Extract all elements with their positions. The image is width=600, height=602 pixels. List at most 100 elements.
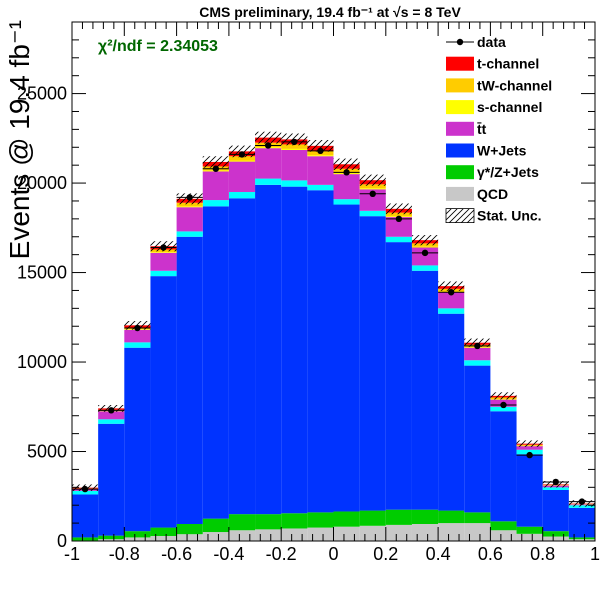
stat-unc-bin-14 xyxy=(438,281,465,291)
bar-twchannel-6 xyxy=(228,156,256,161)
data-point-14 xyxy=(447,289,455,296)
bar-tt-7 xyxy=(255,148,282,179)
bar-tt-5 xyxy=(202,171,229,201)
bar-cyan-2 xyxy=(124,342,151,348)
bar-cyan-5 xyxy=(202,200,229,207)
bar-tt-4 xyxy=(176,207,203,232)
legend-label-1: t-channel xyxy=(477,56,539,72)
bar-tt-10 xyxy=(333,174,360,200)
stacked-bars xyxy=(72,137,595,541)
legend-swatch-3 xyxy=(446,100,474,115)
bar-cyan-4 xyxy=(176,231,203,237)
bar-qcd-12 xyxy=(385,524,412,541)
bar-qcd-18 xyxy=(542,536,569,541)
bar-wjets-1 xyxy=(98,423,125,536)
bar-wjets-12 xyxy=(385,242,412,510)
bar-qcd-2 xyxy=(124,537,151,541)
bar-qcd-16 xyxy=(490,530,517,541)
bar-zjets-14 xyxy=(438,510,465,524)
chi2-annotation: χ²/ndf = 2.34053 xyxy=(98,38,218,55)
bar-zjets-5 xyxy=(202,518,229,533)
data-point-18 xyxy=(552,478,559,486)
bar-wjets-16 xyxy=(490,411,517,522)
bar-qcd-13 xyxy=(411,523,439,541)
legend-swatch-5 xyxy=(446,143,474,158)
bar-wjets-4 xyxy=(176,236,203,524)
y-tick-label-5: 25000 xyxy=(17,84,67,104)
bar-schannel-11 xyxy=(359,188,386,190)
bar-qcd-11 xyxy=(359,525,386,541)
data-point-7 xyxy=(264,142,272,149)
bar-cyan-9 xyxy=(307,184,334,191)
bar-wjets-15 xyxy=(464,365,491,513)
x-tick-label-9: 0.8 xyxy=(530,544,555,564)
stat-unc-bin-12 xyxy=(385,203,412,215)
legend-label-3: s-channel xyxy=(477,99,542,115)
stat-unc-bin-16 xyxy=(490,392,517,400)
bar-tt-6 xyxy=(228,161,256,193)
bar-qcd-10 xyxy=(333,526,360,541)
legend-swatch-8 xyxy=(445,208,475,224)
data-point-0 xyxy=(81,485,89,493)
x-tick-label-3: -0.4 xyxy=(213,544,244,564)
bar-zjets-2 xyxy=(124,531,151,538)
data-point-13 xyxy=(421,249,429,257)
y-tick-labels: 0 5000 10000 15000 20000 25000 xyxy=(17,84,67,551)
bar-zjets-4 xyxy=(176,523,203,535)
y-tick-label-0: 0 xyxy=(57,531,67,551)
bar-tt-15 xyxy=(464,347,491,361)
legend-marker-0 xyxy=(456,38,464,46)
bar-cyan-10 xyxy=(333,199,360,205)
bar-wjets-3 xyxy=(150,276,177,528)
stat-unc-bin-15 xyxy=(464,338,491,347)
bar-schannel-13 xyxy=(411,246,439,248)
bar-qcd-15 xyxy=(464,523,491,541)
bar-zjets-15 xyxy=(464,512,491,524)
bar-zjets-19 xyxy=(568,537,595,540)
bar-zjets-13 xyxy=(411,509,439,524)
bar-cyan-11 xyxy=(359,210,386,217)
bar-qcd-1 xyxy=(98,539,125,541)
y-tick-label-2: 10000 xyxy=(17,352,67,372)
bar-qcd-17 xyxy=(516,533,543,541)
stat-unc-bin-9 xyxy=(307,139,334,152)
bar-cyan-8 xyxy=(281,180,308,187)
bar-tt-13 xyxy=(411,247,439,266)
data-point-8 xyxy=(291,138,298,146)
data-point-2 xyxy=(134,324,141,332)
bar-wjets-2 xyxy=(124,347,151,532)
bar-wjets-14 xyxy=(438,313,465,511)
bar-zjets-11 xyxy=(359,510,386,526)
bar-zjets-12 xyxy=(385,509,412,525)
legend-label-8: Stat. Unc. xyxy=(477,208,542,224)
bar-zjets-1 xyxy=(98,535,125,540)
axis-ticks xyxy=(71,21,596,542)
x-tick-labels: -1 -0.8 -0.6 -0.4 -0.2 0 0.2 0.4 0.6 0.8 1 xyxy=(64,544,600,564)
bar-cyan-13 xyxy=(411,265,439,271)
bar-wjets-6 xyxy=(228,198,256,515)
x-tick-label-5: 0 xyxy=(328,544,338,564)
data-point-17 xyxy=(526,451,533,459)
bar-wjets-13 xyxy=(411,270,439,510)
bar-cyan-3 xyxy=(150,270,177,277)
x-tick-label-1: -0.8 xyxy=(109,544,140,564)
bar-tt-2 xyxy=(124,329,151,343)
bar-zjets-0 xyxy=(72,537,99,541)
legend-swatch-2 xyxy=(446,78,474,93)
data-point-10 xyxy=(343,169,350,176)
bar-schannel-8 xyxy=(281,148,308,150)
bar-schannel-3 xyxy=(150,252,177,253)
bar-tt-1 xyxy=(98,411,125,420)
x-tick-label-6: 0.2 xyxy=(373,544,398,564)
legend-label-2: tW-channel xyxy=(477,77,552,93)
stat-unc-bin-13 xyxy=(411,235,439,246)
bar-wjets-7 xyxy=(255,184,282,515)
data-point-19 xyxy=(578,498,586,505)
bar-wjets-10 xyxy=(333,204,360,512)
legend-label-0: data xyxy=(477,34,506,50)
x-tick-label-8: 0.6 xyxy=(478,544,503,564)
legend-label-4: t̄t xyxy=(476,121,486,137)
bar-zjets-18 xyxy=(542,531,569,537)
bar-qcd-8 xyxy=(281,528,308,541)
